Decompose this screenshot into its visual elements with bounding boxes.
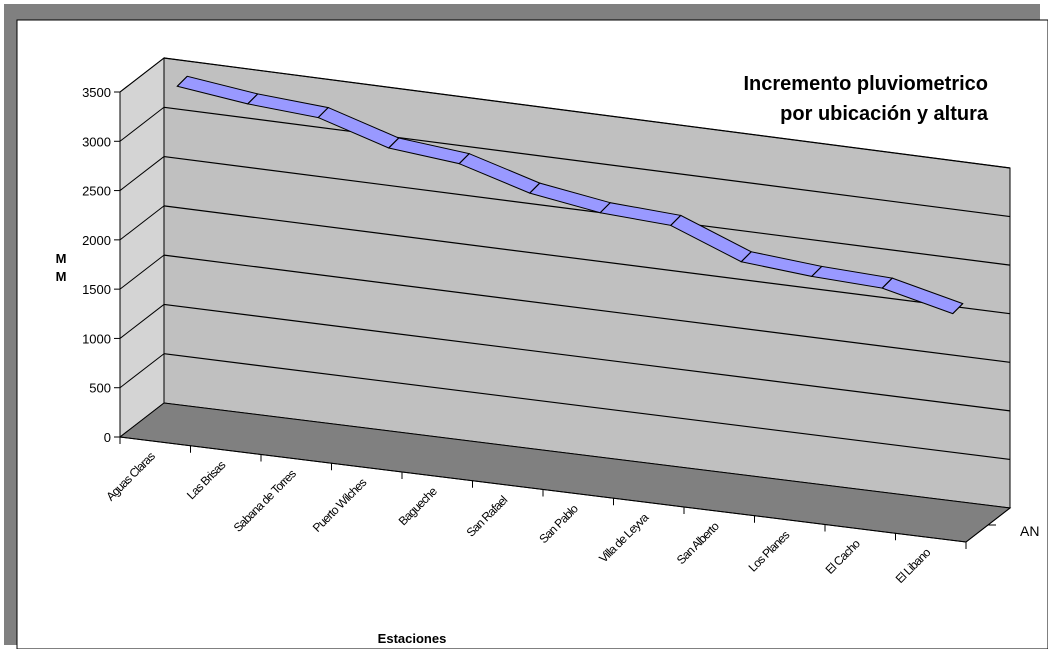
- back-gridline: [163, 57, 1011, 169]
- side-gridline: [119, 304, 165, 339]
- y-tick-label: 500: [89, 381, 111, 396]
- data-point: [317, 107, 329, 118]
- data-point: [881, 277, 893, 289]
- back-gridline: [163, 106, 1011, 218]
- data-point: [247, 93, 259, 105]
- back-gridline: [163, 254, 1011, 363]
- side-gridline: [119, 353, 165, 389]
- data-point: [670, 215, 682, 226]
- data-point: [811, 266, 823, 277]
- y-tick-label: 3500: [82, 85, 111, 100]
- back-gridline: [163, 205, 1011, 315]
- side-gridline: [119, 106, 165, 142]
- y-axis-label-char-1: M: [56, 251, 67, 266]
- data-point: [740, 251, 752, 263]
- y-tick-label: 1500: [82, 282, 111, 297]
- side-gridline: [119, 57, 165, 93]
- data-point: [599, 202, 611, 214]
- side-gridline: [119, 156, 165, 191]
- back-gridline: [163, 155, 1011, 266]
- back-gridline: [163, 353, 1011, 461]
- y-tick-label: 0: [104, 430, 111, 445]
- data-point: [458, 153, 470, 165]
- data-point: [388, 137, 400, 149]
- y-tick-label: 2500: [82, 184, 111, 199]
- back-gridline: [163, 303, 1011, 412]
- side-gridline: [119, 205, 165, 241]
- series-axis-label: AN: [1020, 523, 1039, 539]
- y-axis-label-char-2: M: [56, 269, 67, 284]
- chart-title-line-1: Incremento pluviometrico: [744, 73, 989, 95]
- y-tick-label: 3000: [82, 134, 111, 149]
- data-point: [529, 182, 541, 194]
- y-tick-label: 2000: [82, 233, 111, 248]
- data-point: [952, 303, 964, 314]
- x-axis-title: Estaciones: [378, 631, 447, 646]
- side-wall: [119, 56, 165, 439]
- chart-title-line-2: por ubicación y altura: [780, 103, 989, 125]
- y-tick-label: 1000: [82, 331, 111, 346]
- data-point: [176, 75, 188, 87]
- side-gridline: [119, 254, 165, 290]
